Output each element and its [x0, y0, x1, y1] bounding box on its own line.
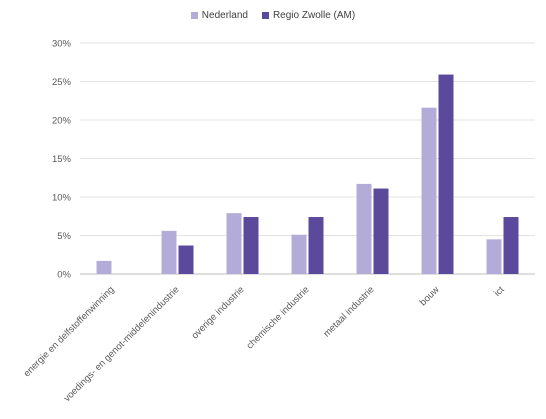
x-tick-label: chemische industrie [244, 284, 311, 351]
y-tick-label: 0% [57, 270, 71, 281]
y-tick-label: 10% [52, 193, 72, 204]
legend-label-regio-zwolle: Regio Zwolle (AM) [272, 10, 356, 21]
bar-regio-zwolle [503, 217, 519, 274]
x-tick-label: ict [492, 284, 507, 299]
bar-regio-zwolle [438, 74, 454, 274]
y-tick-label: 30% [52, 39, 72, 50]
y-tick-label: 20% [52, 116, 72, 127]
bar-nederland [226, 213, 242, 274]
bar-regio-zwolle [308, 217, 324, 274]
bar-regio-zwolle [243, 217, 259, 274]
x-tick-label: metaal industrie [321, 284, 376, 339]
x-tick-label: voedings- en genot-middelenindustrie [62, 284, 182, 404]
bar-regio-zwolle [178, 245, 194, 274]
bar-nederland [486, 239, 502, 274]
legend-item-nederland: Nederland [190, 10, 248, 21]
bar-nederland [356, 183, 372, 274]
y-tick-label: 15% [52, 154, 72, 165]
y-tick-label: 25% [52, 77, 72, 88]
legend-swatch-regio-zwolle [261, 12, 269, 19]
bar-nederland [161, 230, 177, 274]
bar-nederland [96, 260, 112, 274]
legend-swatch-nederland [190, 12, 198, 19]
bar-nederland [291, 234, 307, 274]
chart-legend: Nederland Regio Zwolle (AM) [0, 10, 546, 21]
legend-item-regio-zwolle: Regio Zwolle (AM) [261, 10, 356, 21]
x-tick-label: bouw [418, 284, 442, 308]
bar-nederland [421, 107, 437, 275]
x-tick-label: overige industrie [190, 284, 247, 341]
y-tick-label: 5% [57, 231, 71, 242]
bar-regio-zwolle [373, 188, 389, 274]
legend-label-nederland: Nederland [201, 10, 248, 21]
